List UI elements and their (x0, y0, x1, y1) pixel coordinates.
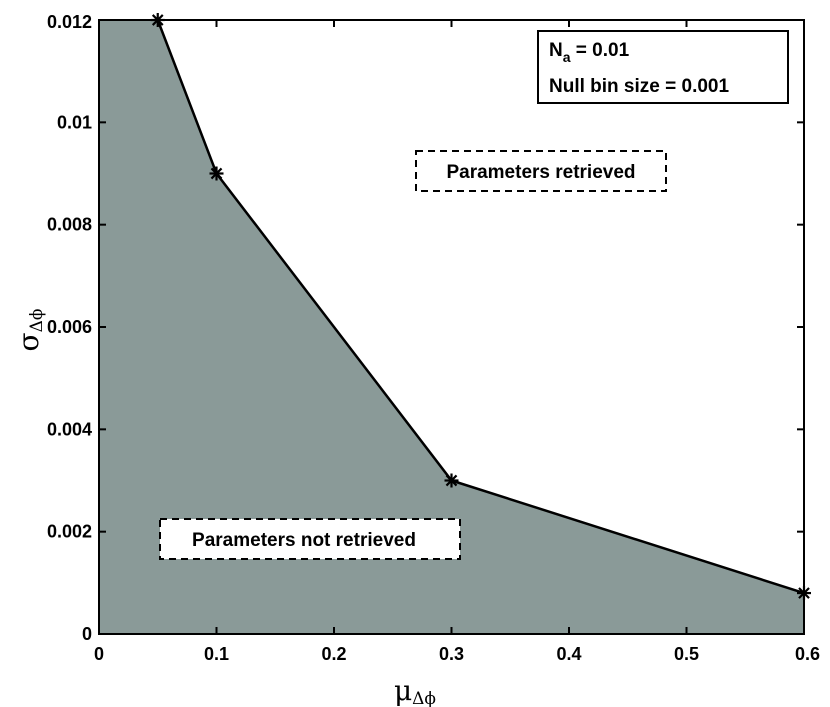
not-retrieved-annotation-text: Parameters not retrieved (192, 530, 416, 551)
marker-stroke (210, 167, 223, 180)
not-retrieved-region (99, 20, 804, 634)
x-axis-label: μΔϕ (394, 674, 436, 707)
marker-stroke (445, 474, 458, 487)
y-axis-label-sub: Δϕ (27, 309, 47, 333)
parameters-box-frame (537, 30, 789, 104)
retrieved-annotation-frame (415, 150, 667, 192)
parameters-box-line1: Na = 0.01 (549, 40, 630, 65)
not-retrieved-annotation-frame (159, 518, 461, 560)
x-tick-label: 0.3 (439, 644, 464, 664)
retrieved-annotation-text: Parameters retrieved (446, 162, 635, 183)
x-tick-label: 0.1 (204, 644, 229, 664)
y-tick-labels: 0 0.002 0.004 0.006 0.008 0.01 0.012 (47, 12, 92, 644)
parameters-box-line2: Null bin size = 0.001 (549, 76, 729, 97)
data-point-marker (444, 473, 459, 488)
boundary-line (156, 19, 805, 595)
x-tick-label: 0 (94, 644, 104, 664)
retrieved-annotation: Parameters retrieved (415, 150, 667, 192)
x-axis-label-main: μ (394, 674, 412, 707)
na-subscript: a (563, 49, 571, 65)
x-tick-label: 0.2 (321, 644, 346, 664)
y-axis-label-main: σ (12, 332, 45, 351)
axis-ticks (98, 19, 805, 635)
y-tick-label: 0.004 (47, 419, 92, 439)
y-tick-label: 0.002 (47, 522, 92, 542)
y-tick-label: 0.006 (47, 317, 92, 337)
y-tick-label: 0.012 (47, 12, 92, 32)
x-tick-label: 0.5 (674, 644, 699, 664)
not-retrieved-fill (99, 20, 804, 634)
parameters-box: Na = 0.01 Null bin size = 0.001 (537, 30, 789, 104)
y-axis-label: σΔϕ (12, 309, 47, 352)
na-value: = 0.01 (571, 40, 630, 61)
boundary-line-layer (156, 19, 805, 595)
x-tick-label: 0.6 (795, 644, 820, 664)
y-tick-label: 0 (82, 624, 92, 644)
data-point-marker (209, 166, 224, 181)
y-tick-label: 0.01 (57, 112, 92, 132)
x-axis-label-sub: Δϕ (412, 689, 436, 707)
not-retrieved-annotation: Parameters not retrieved (159, 518, 461, 560)
x-tick-labels: 0 0.1 0.2 0.3 0.4 0.5 0.6 (94, 644, 820, 664)
y-tick-label: 0.008 (47, 215, 92, 235)
x-tick-label: 0.4 (556, 644, 581, 664)
na-symbol: N (549, 40, 563, 61)
